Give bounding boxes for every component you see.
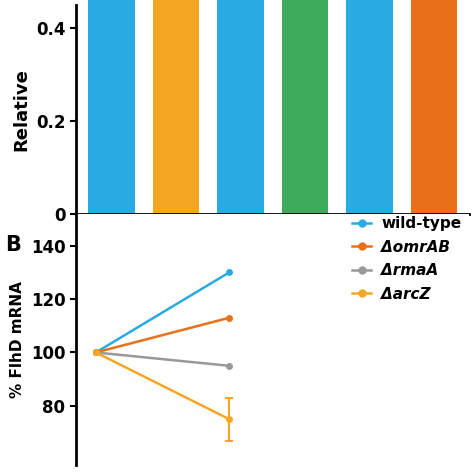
Text: pRmaAₐ: pRmaAₐ [373,293,431,308]
Bar [217,0,264,214]
Legend: wild-type, ΔomrAB, ΔrmaA, ΔarcZ: wild-type, ΔomrAB, ΔrmaA, ΔarcZ [353,216,462,301]
Bar [153,0,199,214]
Bar [410,0,457,214]
Y-axis label: Relative: Relative [12,68,30,151]
Bar [346,0,392,214]
Bar [282,0,328,214]
Text: B: B [5,235,20,255]
Bar [88,0,135,214]
Text: pOmrABₐ: pOmrABₐ [239,293,306,308]
Y-axis label: % FlhD mRNA: % FlhD mRNA [10,281,25,398]
Text: pArcZₐ: pArcZₐ [119,293,168,308]
